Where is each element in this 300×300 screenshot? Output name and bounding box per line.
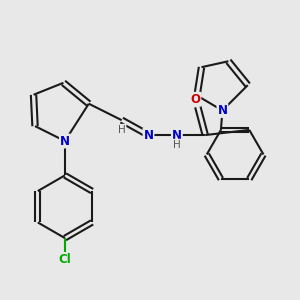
Text: H: H [173,140,181,150]
Text: N: N [218,104,227,117]
Text: N: N [143,129,154,142]
Text: O: O [190,93,200,106]
Text: Cl: Cl [58,254,71,266]
Text: H: H [118,125,125,135]
Text: N: N [60,134,70,148]
Text: N: N [172,129,182,142]
